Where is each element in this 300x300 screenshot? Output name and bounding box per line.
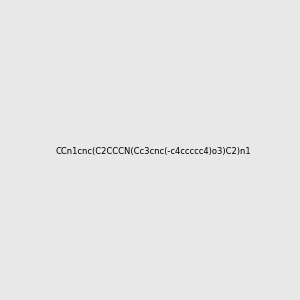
Text: CCn1cnc(C2CCCN(Cc3cnc(-c4ccccc4)o3)C2)n1: CCn1cnc(C2CCCN(Cc3cnc(-c4ccccc4)o3)C2)n1 bbox=[56, 147, 252, 156]
